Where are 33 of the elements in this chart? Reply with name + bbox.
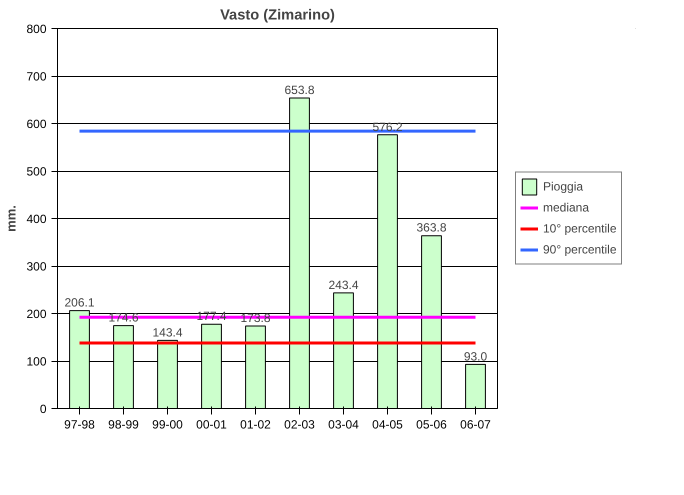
x-tick-label: 06-07 (460, 418, 492, 432)
x-tick-label: 97-98 (64, 418, 96, 432)
y-tick-label: 400 (26, 212, 47, 226)
data-label: 243.4 (328, 278, 359, 292)
x-tick-label: 98-99 (108, 418, 140, 432)
data-label: 93.0 (464, 349, 488, 364)
y-tick-label: 700 (26, 70, 47, 84)
y-axis-title: mm. (3, 205, 18, 232)
y-tick-label: 600 (26, 117, 47, 131)
data-label: 143.4 (152, 325, 183, 340)
y-tick-label: 0 (40, 402, 47, 416)
y-tick-label: 800 (26, 22, 47, 36)
x-tick-label: 99-00 (152, 418, 184, 432)
legend-label: 10° percentile (543, 222, 617, 236)
y-tick-label: 100 (26, 354, 47, 368)
x-tick-label: 04-05 (372, 418, 404, 432)
y-tick-label: 200 (26, 307, 47, 321)
x-tick-label: 02-03 (284, 418, 316, 432)
legend-label: 90° percentile (543, 242, 617, 256)
legend-label: mediana (543, 200, 590, 214)
y-tick-label: 300 (26, 260, 47, 274)
data-label: 363.8 (416, 220, 447, 235)
data-label: 653.8 (284, 82, 315, 97)
data-label: 174.6 (108, 310, 139, 325)
x-tick-label: 00-01 (196, 418, 228, 432)
y-tick-label: 500 (26, 164, 47, 178)
data-label: 206.1 (64, 296, 95, 310)
legend-label: Pioggia (543, 180, 584, 194)
data-label: 173.8 (240, 310, 271, 325)
x-tick-label: 05-06 (416, 418, 448, 432)
chart-title: Vasto (Zimarino) (220, 8, 336, 24)
x-tick-label: 01-02 (240, 418, 272, 432)
x-tick-label: 03-04 (328, 418, 360, 432)
